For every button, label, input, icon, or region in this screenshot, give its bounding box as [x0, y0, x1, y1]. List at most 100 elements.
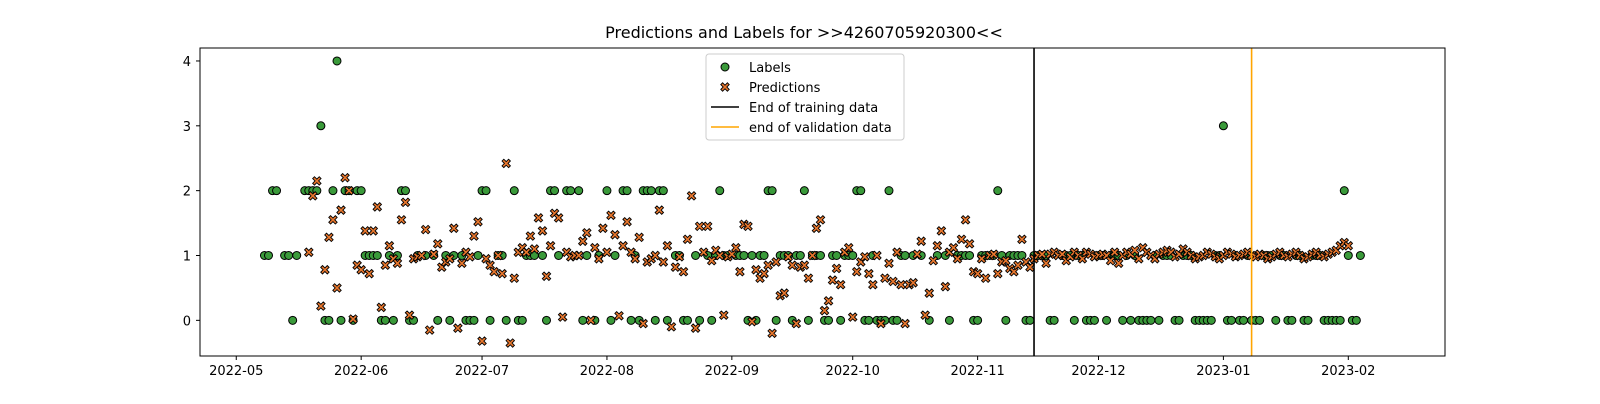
prediction-point	[368, 226, 379, 236]
prediction-point	[686, 191, 697, 201]
prediction-point	[485, 260, 495, 271]
label-point	[380, 315, 390, 325]
legend-label: end of validation data	[749, 121, 892, 136]
prediction-point	[706, 255, 717, 266]
prediction-point	[577, 236, 588, 247]
prediction-point	[872, 250, 882, 261]
prediction-point	[594, 253, 604, 264]
label-point	[336, 315, 346, 325]
label-point	[771, 315, 781, 325]
prediction-point	[976, 253, 987, 264]
prediction-point	[823, 296, 834, 306]
prediction-point	[312, 176, 322, 186]
prediction-point	[803, 273, 814, 284]
prediction-point	[396, 214, 407, 225]
prediction-point	[851, 266, 862, 277]
label-point	[1118, 315, 1128, 325]
prediction-point	[956, 234, 967, 245]
prediction-point	[863, 268, 874, 279]
legend-predictions-marker	[720, 82, 730, 92]
label-point	[610, 250, 620, 260]
prediction-point	[638, 318, 649, 329]
prediction-point	[884, 258, 894, 269]
prediction-point	[952, 253, 963, 264]
prediction-point	[735, 266, 745, 277]
prediction-point	[714, 250, 725, 261]
label-point	[433, 315, 443, 325]
label-point	[836, 315, 846, 325]
x-tick-label: 2022-09	[705, 364, 759, 379]
prediction-point	[634, 232, 645, 243]
prediction-point	[751, 264, 761, 275]
prediction-point	[731, 242, 741, 253]
label-point	[388, 315, 398, 325]
label-point	[832, 250, 842, 260]
label-point	[892, 315, 902, 325]
prediction-point	[1113, 258, 1124, 269]
prediction-point	[469, 231, 479, 241]
label-point	[284, 250, 294, 260]
label-point	[554, 250, 564, 260]
label-point	[626, 315, 636, 325]
prediction-point	[1343, 240, 1354, 251]
prediction-point	[682, 234, 693, 245]
prediction-point	[936, 226, 947, 236]
label-point	[272, 186, 282, 196]
prediction-point	[747, 316, 757, 327]
prediction-point	[372, 202, 383, 212]
prediction-point	[316, 301, 326, 311]
prediction-point	[477, 336, 487, 346]
label-point	[993, 186, 1003, 196]
plot-area	[259, 48, 1365, 356]
prediction-point	[900, 318, 910, 329]
x-tick-label: 2022-08	[580, 364, 634, 379]
prediction-point	[678, 266, 689, 277]
label-point	[864, 315, 874, 325]
prediction-point	[521, 247, 532, 258]
prediction-point	[525, 231, 536, 241]
prediction-point	[670, 262, 681, 273]
prediction-point	[859, 251, 870, 262]
prediction-point	[779, 288, 790, 298]
prediction-point	[992, 268, 1003, 279]
label-point	[542, 315, 551, 325]
label-point	[1102, 315, 1112, 325]
prediction-point	[489, 266, 499, 277]
prediction-point	[658, 257, 669, 267]
label-point	[815, 250, 825, 260]
prediction-point	[662, 240, 673, 251]
prediction-point	[493, 250, 503, 261]
prediction-point	[783, 251, 794, 262]
prediction-point	[509, 273, 520, 284]
prediction-point	[533, 213, 544, 223]
legend-label: Labels	[749, 61, 791, 76]
prediction-point	[880, 273, 890, 284]
prediction-point	[336, 205, 346, 215]
prediction-point	[1041, 258, 1051, 269]
prediction-point	[666, 321, 677, 332]
y-axis: 0 1 2 3 4	[183, 55, 200, 329]
prediction-point	[928, 255, 939, 266]
prediction-point	[767, 328, 777, 339]
label-point	[965, 250, 975, 260]
prediction-point	[307, 191, 318, 201]
prediction-point	[428, 249, 439, 260]
prediction-point	[743, 221, 753, 232]
prediction-point	[400, 197, 411, 208]
label-point	[658, 186, 668, 196]
x-tick-label: 2022-10	[826, 364, 880, 379]
prediction-point	[497, 268, 508, 279]
prediction-point	[622, 216, 632, 227]
prediction-point	[481, 253, 491, 264]
prediction-point	[606, 210, 616, 221]
label-point	[1226, 315, 1236, 325]
label-point	[1017, 250, 1027, 260]
label-point	[884, 186, 894, 196]
prediction-point	[376, 302, 387, 313]
prediction-point	[763, 260, 773, 271]
chart-title: Predictions and Labels for >>42607059203…	[605, 23, 1003, 42]
prediction-point	[690, 323, 701, 333]
prediction-point	[1105, 255, 1116, 266]
label-point	[1339, 186, 1349, 196]
